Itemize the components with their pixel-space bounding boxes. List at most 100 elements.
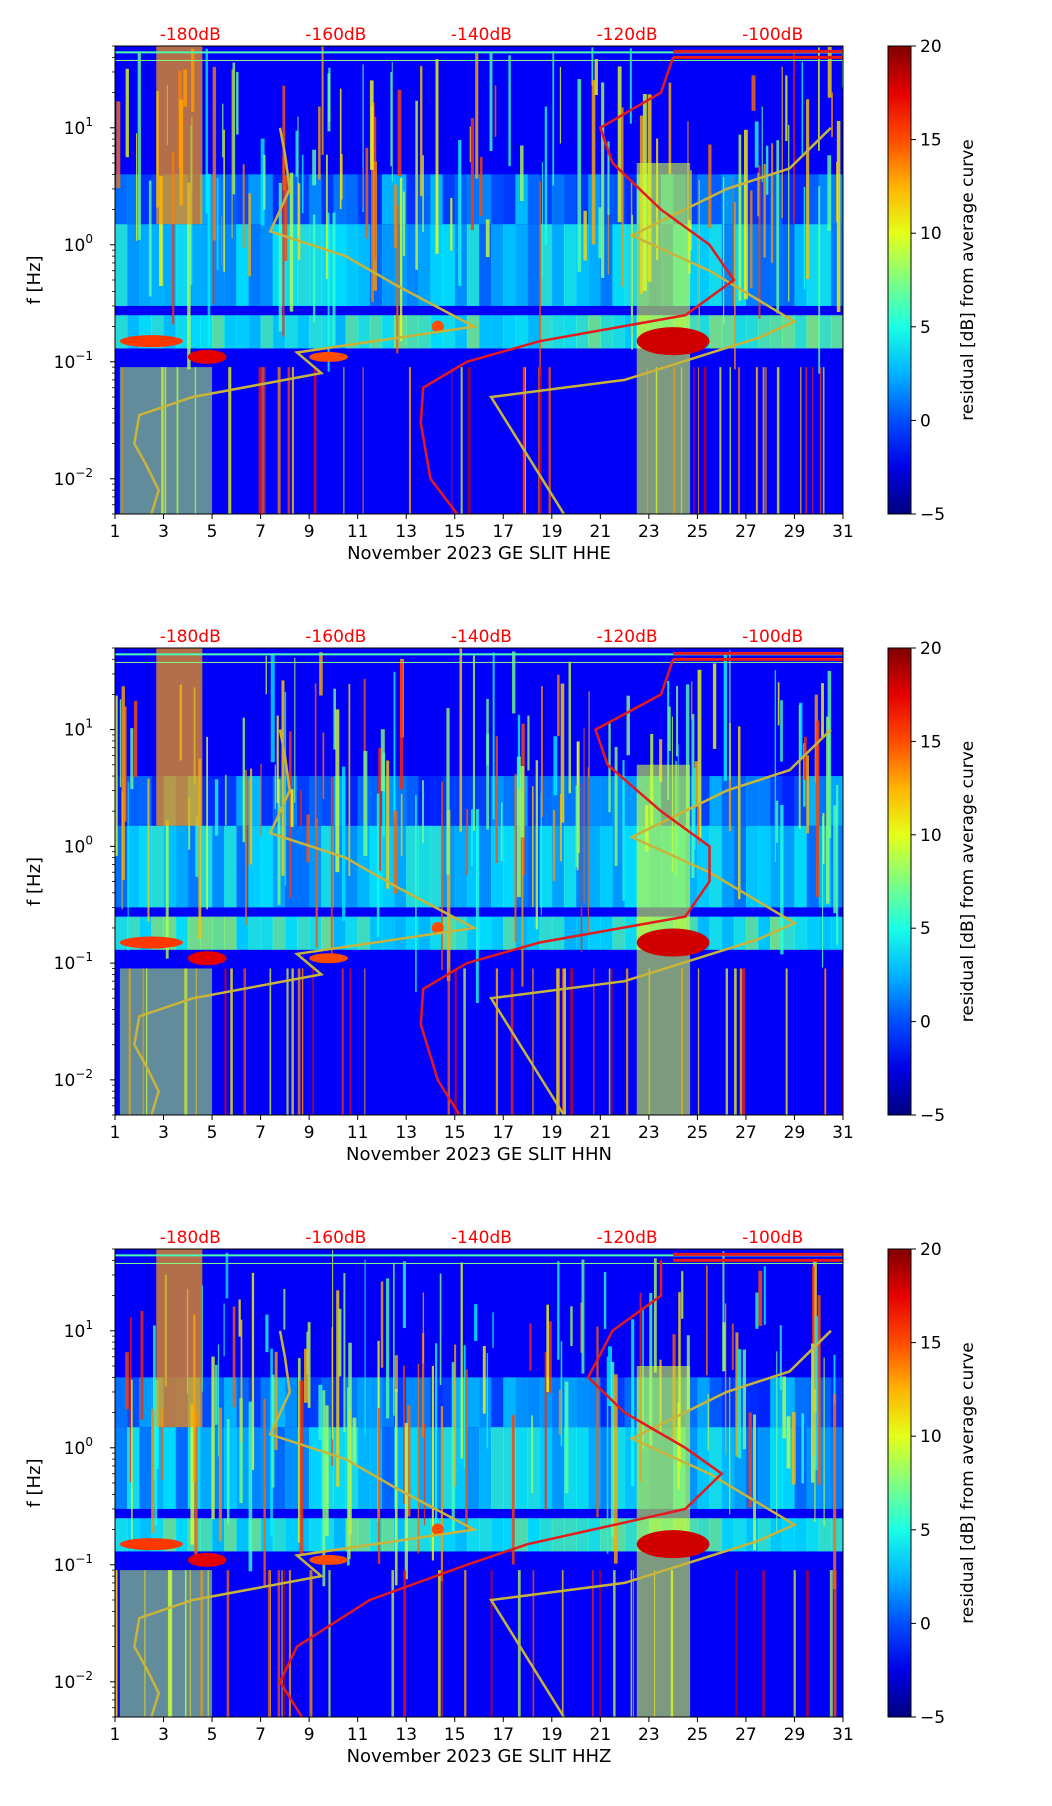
spectrogram-streak-low xyxy=(593,968,595,1115)
spectrogram-cell xyxy=(199,1518,213,1552)
spectrogram-cell xyxy=(721,1377,735,1428)
spectrogram-cell xyxy=(212,315,225,349)
spectrogram-streak xyxy=(399,177,403,341)
spectrogram-cell xyxy=(479,825,492,908)
spectrogram-streak xyxy=(570,1306,573,1346)
spectrogram-cell xyxy=(272,315,286,349)
spectrogram-cell xyxy=(454,1518,468,1552)
spectrogram-cell xyxy=(163,224,177,306)
spectrogram-cell xyxy=(721,916,735,950)
spectrogram-streak xyxy=(402,1261,406,1329)
y-tick-base: 10 xyxy=(54,1071,76,1091)
x-tick-label: 3 xyxy=(158,1123,169,1143)
spectrogram-cell xyxy=(806,916,820,950)
spectrogram-streak-low xyxy=(467,367,471,514)
spectrogram-streak xyxy=(631,1319,635,1487)
spectrogram-cell xyxy=(830,1377,843,1428)
spectrogram-cell xyxy=(563,825,577,908)
spectrogram-streak xyxy=(299,1380,304,1554)
spectrogram-streak-low xyxy=(281,1570,283,1717)
spectrogram-streak-low xyxy=(522,367,526,514)
spectrogram-cell xyxy=(199,916,213,950)
spectrogram-streak xyxy=(494,85,497,137)
spectrogram-cell xyxy=(830,1518,843,1552)
x-tick-label: 23 xyxy=(638,522,660,542)
spectrogram-cell xyxy=(297,916,310,950)
spectrogram-streak xyxy=(744,129,748,300)
spectrogram-cell xyxy=(260,916,274,950)
spectrogram-cell xyxy=(115,1377,128,1428)
spectrogram-streak xyxy=(517,714,521,789)
spectrogram-streak xyxy=(614,746,618,866)
spectrogram-streak xyxy=(278,182,282,332)
spectrogram-streak xyxy=(836,161,838,222)
spectrogram-streak-low xyxy=(447,968,451,1115)
spectrogram-streak xyxy=(765,145,769,195)
spectrogram-streak xyxy=(511,1415,515,1565)
spectrogram-streak xyxy=(779,1325,782,1390)
spectrogram-streak xyxy=(708,144,712,229)
x-tick-label: 17 xyxy=(492,1123,514,1143)
spectrogram-streak-low xyxy=(625,968,629,1115)
spectrogram-streak-low xyxy=(460,367,463,514)
colorbar-label: residual [dB] from average curve xyxy=(958,139,978,420)
colorbar-tick-label: 20 xyxy=(920,1240,942,1260)
spectrogram-streak xyxy=(239,1398,243,1504)
spectrogram-cell xyxy=(830,315,843,349)
spectrogram-streak xyxy=(546,1304,550,1392)
spectrogram-cell xyxy=(260,825,274,908)
spectrogram-streak xyxy=(274,764,276,809)
spectrogram-streak-low xyxy=(562,968,564,1115)
spectrogram-cell xyxy=(745,315,759,349)
spectrogram-streak xyxy=(151,1409,155,1534)
spectrogram-streak-low xyxy=(230,968,233,1115)
spectrogram-streak xyxy=(776,140,780,314)
spectrogram-cell xyxy=(199,1427,213,1509)
spectrogram-streak xyxy=(223,129,225,273)
spectrogram-streak xyxy=(318,1384,323,1440)
spectrogram-streak xyxy=(594,59,598,95)
spectrogram-streak xyxy=(782,1376,787,1439)
top-db-label: -100dB xyxy=(742,627,803,647)
microseism-spot-3 xyxy=(309,1554,348,1565)
spectrogram-streak xyxy=(245,769,247,926)
top-db-label: -120dB xyxy=(597,25,658,45)
spectrogram-streak xyxy=(343,1273,346,1432)
spectrogram-cell xyxy=(236,224,250,306)
spectrogram-cell xyxy=(539,916,553,950)
spectrogram-cell xyxy=(709,1377,723,1428)
spectrogram-cell xyxy=(284,916,298,950)
spectrogram-cell xyxy=(758,825,771,908)
spectrogram-streak xyxy=(187,182,191,370)
spectrogram-cell xyxy=(309,1518,322,1552)
spectrogram-streak-low xyxy=(548,367,551,514)
spectrogram-streak-low xyxy=(116,1570,118,1717)
spectrogram-streak xyxy=(575,785,579,867)
spectrogram-streak xyxy=(225,774,227,826)
spectrogram-streak xyxy=(312,214,316,323)
spectrogram-cell xyxy=(551,1427,565,1509)
spectrogram-streak xyxy=(798,705,801,829)
spectrogram-streak xyxy=(248,779,251,866)
spectrogram-cell xyxy=(163,1427,177,1509)
spectrogram-cell xyxy=(175,825,189,908)
spectrogram-streak-low xyxy=(224,968,227,1115)
spectrogram-cell xyxy=(697,224,711,306)
spectrogram-cell xyxy=(418,1518,432,1552)
spectrogram-streak xyxy=(321,46,324,155)
psd-curve xyxy=(278,1260,724,1717)
y-axis-label: f [Hz] xyxy=(24,857,45,906)
spectrogram-streak xyxy=(729,650,731,780)
colorbar-tick-label: 5 xyxy=(920,1521,931,1541)
y-axis-label: f [Hz] xyxy=(24,255,45,304)
spectrogram-streak xyxy=(489,52,493,151)
spectrogram-streak-low xyxy=(288,1570,292,1717)
spectrogram-cell xyxy=(333,916,347,950)
spectrogram-cell xyxy=(115,1427,128,1509)
microseism-spot-4 xyxy=(431,1523,444,1536)
spectrogram-streak xyxy=(394,184,397,248)
spectrogram-streak xyxy=(568,661,572,794)
spectrogram-cell xyxy=(551,916,565,950)
